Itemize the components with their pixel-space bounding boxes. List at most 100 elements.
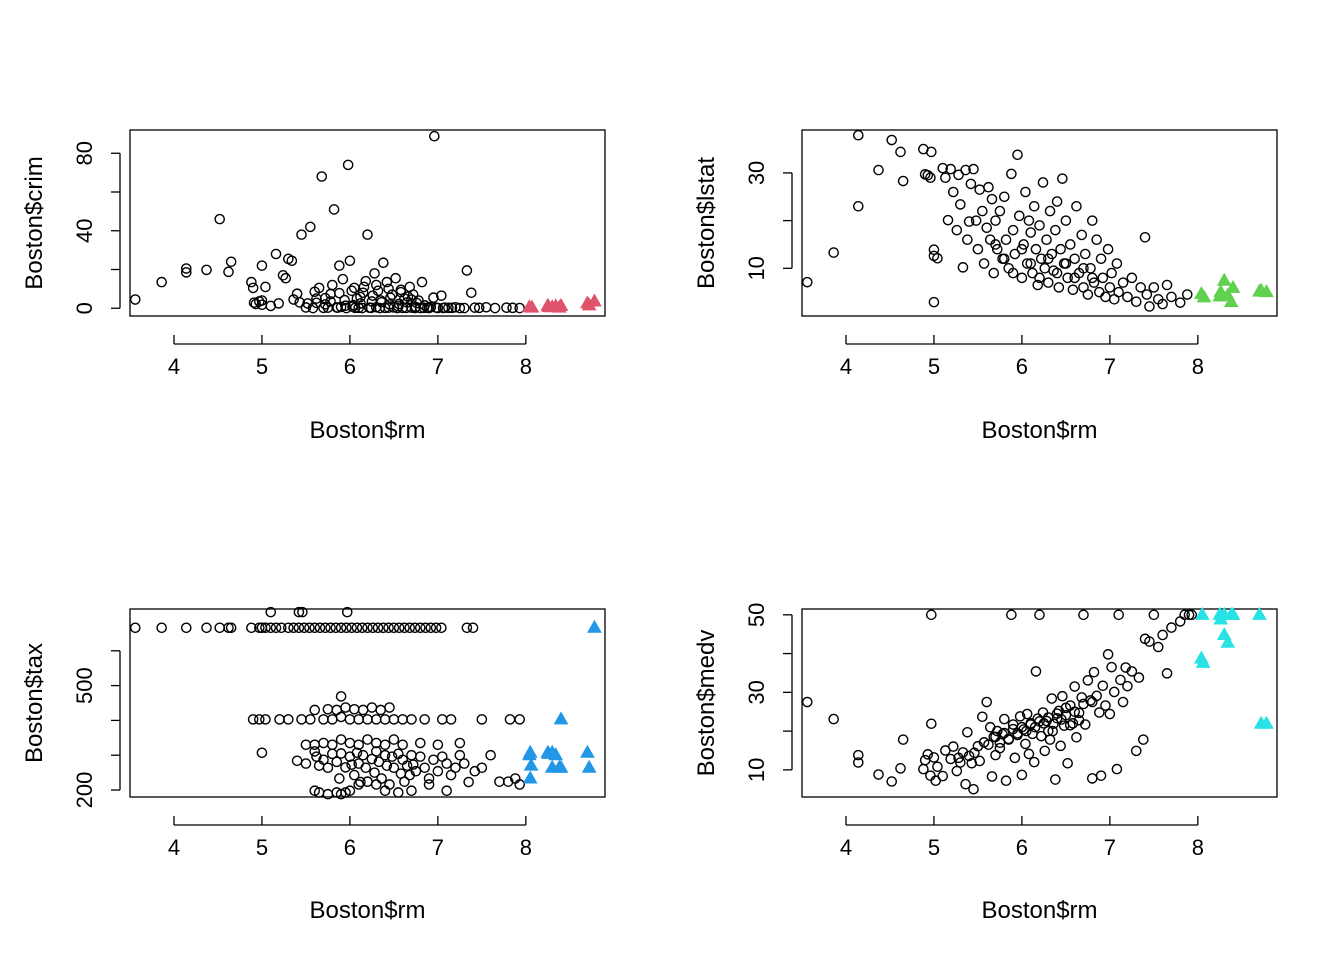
data-point bbox=[994, 205, 1006, 217]
data-point bbox=[966, 757, 978, 769]
data-point bbox=[384, 779, 395, 790]
data-point bbox=[1023, 215, 1035, 226]
data-point bbox=[432, 765, 444, 777]
data-point bbox=[1086, 272, 1098, 284]
data-point bbox=[968, 163, 979, 175]
data-point bbox=[504, 714, 516, 725]
data-point bbox=[1009, 248, 1021, 260]
data-point bbox=[353, 714, 365, 725]
data-point bbox=[514, 779, 525, 790]
data-point bbox=[254, 714, 265, 725]
data-point bbox=[441, 785, 452, 797]
data-point bbox=[1115, 674, 1126, 686]
data-point bbox=[225, 622, 237, 634]
data-point bbox=[476, 762, 488, 774]
data-point bbox=[1029, 721, 1041, 733]
data-point bbox=[480, 301, 492, 313]
data-point bbox=[392, 787, 404, 798]
data-point bbox=[214, 622, 226, 634]
data-point bbox=[300, 758, 312, 769]
data-point bbox=[1113, 609, 1124, 621]
data-point bbox=[378, 257, 389, 269]
x-axis-label: Boston$rm bbox=[981, 897, 1097, 924]
data-point bbox=[390, 272, 401, 284]
data-point bbox=[1166, 291, 1177, 303]
highlight-point bbox=[1194, 606, 1210, 620]
data-point bbox=[367, 622, 379, 634]
data-point bbox=[473, 302, 485, 314]
data-point bbox=[955, 199, 966, 210]
data-point bbox=[309, 622, 321, 634]
x-tick-label: 8 bbox=[1192, 354, 1204, 379]
y-tick-label: 50 bbox=[744, 603, 769, 627]
data-point bbox=[351, 622, 363, 634]
x-tick-label: 8 bbox=[520, 354, 532, 379]
data-point bbox=[1086, 215, 1098, 226]
data-point bbox=[342, 159, 354, 171]
data-point bbox=[419, 714, 430, 725]
y-tick-label: 200 bbox=[72, 772, 97, 809]
data-point bbox=[346, 622, 357, 634]
data-point bbox=[1122, 291, 1133, 303]
data-point bbox=[1144, 301, 1155, 312]
data-point bbox=[873, 769, 884, 780]
data-point bbox=[223, 266, 234, 278]
data-point bbox=[1144, 636, 1155, 647]
x-tick-label: 5 bbox=[256, 354, 268, 379]
x-tick-label: 5 bbox=[928, 354, 940, 379]
data-point bbox=[201, 622, 212, 634]
x-tick-label: 8 bbox=[1192, 835, 1204, 860]
data-point bbox=[339, 294, 350, 306]
data-point bbox=[316, 171, 328, 182]
data-point bbox=[428, 754, 439, 766]
data-point bbox=[988, 267, 1000, 279]
x-tick-label: 7 bbox=[432, 354, 444, 379]
data-point bbox=[1044, 205, 1056, 217]
data-point bbox=[999, 253, 1010, 265]
data-point bbox=[425, 622, 437, 634]
data-point bbox=[397, 739, 408, 751]
data-point bbox=[951, 765, 963, 777]
data-point bbox=[945, 163, 956, 175]
data-point bbox=[376, 296, 387, 308]
data-point bbox=[404, 622, 416, 634]
data-point bbox=[467, 622, 479, 634]
data-point bbox=[327, 714, 338, 725]
data-point bbox=[1122, 680, 1133, 692]
data-point bbox=[346, 285, 357, 297]
data-point bbox=[331, 756, 343, 768]
data-point bbox=[430, 302, 442, 313]
data-point bbox=[801, 696, 813, 708]
data-point bbox=[1104, 282, 1116, 293]
x-tick-label: 4 bbox=[840, 354, 852, 379]
data-point bbox=[852, 129, 864, 141]
y-axis-label: Boston$lstat bbox=[693, 157, 720, 289]
data-point bbox=[293, 606, 305, 618]
data-point bbox=[940, 172, 951, 183]
y-axis-label: Boston$medv bbox=[693, 630, 720, 777]
data-point bbox=[463, 776, 474, 788]
data-point bbox=[335, 711, 347, 723]
data-point bbox=[507, 302, 518, 314]
data-point bbox=[260, 281, 271, 293]
data-point bbox=[214, 213, 226, 225]
highlight-point bbox=[587, 293, 602, 307]
data-point bbox=[1038, 718, 1050, 729]
highlight-point bbox=[522, 770, 538, 784]
data-point bbox=[319, 622, 331, 634]
data-point bbox=[388, 622, 400, 634]
data-point bbox=[1082, 289, 1094, 300]
data-point bbox=[1111, 258, 1123, 269]
data-point bbox=[273, 298, 284, 309]
data-point bbox=[1046, 693, 1058, 704]
data-point bbox=[337, 273, 349, 285]
data-point bbox=[1067, 718, 1079, 729]
data-point bbox=[180, 263, 192, 274]
highlight-point bbox=[1216, 272, 1232, 286]
data-point bbox=[1133, 672, 1145, 683]
data-point bbox=[999, 713, 1010, 725]
data-point bbox=[925, 172, 936, 183]
data-point bbox=[376, 773, 387, 784]
data-point bbox=[494, 776, 505, 787]
data-point bbox=[381, 760, 393, 771]
